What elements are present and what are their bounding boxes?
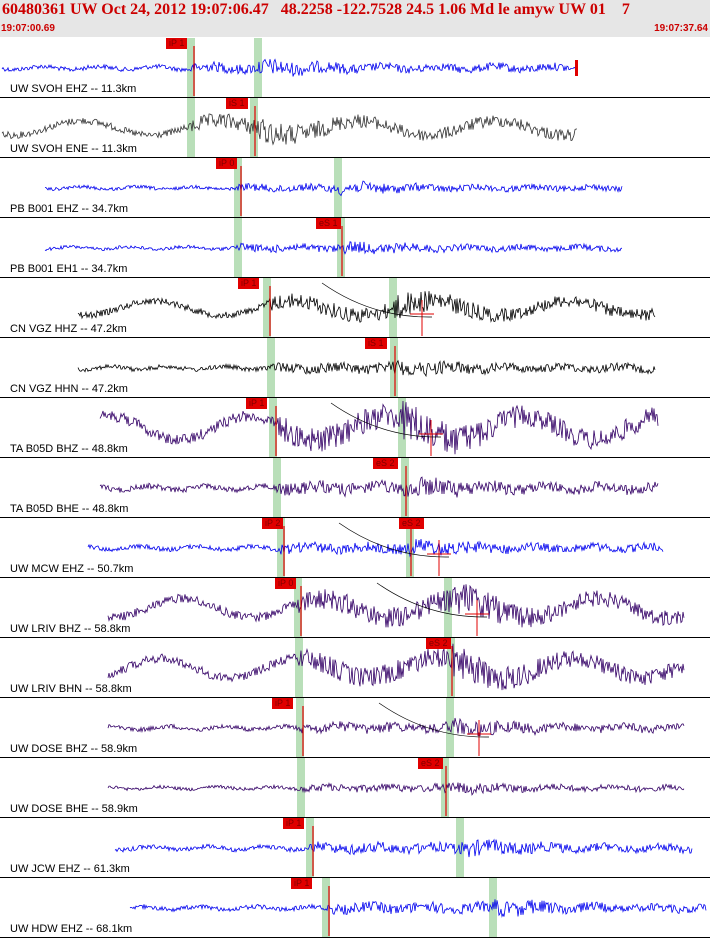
waveform-trace xyxy=(99,476,659,498)
trace-row[interactable] xyxy=(0,398,710,458)
waveform-trace xyxy=(107,717,685,737)
trace-row[interactable] xyxy=(0,278,710,338)
s-window-highlight xyxy=(401,458,409,518)
coda-decay-curve xyxy=(378,702,490,738)
trace-labels-layer: iP 1 UW SVOH EHZ -- 11.3km iS 1 UW SVOH ENE… xyxy=(0,38,710,938)
p-window-highlight xyxy=(322,878,330,938)
s-window-highlight xyxy=(337,218,345,278)
p-window-highlight xyxy=(269,398,277,458)
station-label: UW DOSE BHE -- 58.9km xyxy=(10,803,138,815)
s-window-highlight xyxy=(406,518,414,578)
coda-decay-curve xyxy=(321,282,433,318)
station-label: TA B05D BHZ -- 48.8km xyxy=(10,443,128,455)
s-window-highlight xyxy=(441,758,449,818)
s-window-highlight xyxy=(250,98,258,158)
s-window-highlight xyxy=(398,398,406,458)
s-window-highlight xyxy=(447,638,455,698)
pick-label[interactable]: iP 1 xyxy=(238,278,260,289)
pick-label[interactable]: iP 1 xyxy=(246,398,268,409)
p-window-highlight xyxy=(273,458,281,518)
pick-label[interactable]: eS 2 xyxy=(373,458,398,469)
trace-row[interactable] xyxy=(0,698,710,758)
s-window-highlight xyxy=(489,878,497,938)
pick-label[interactable]: iP 2 xyxy=(262,518,284,529)
station-label: UW LRIV BHN -- 58.8km xyxy=(10,683,132,695)
time-start-label: 19:07:00.69 xyxy=(1,23,55,34)
waveform-trace xyxy=(99,400,659,455)
event-title: 60480361 UW Oct 24, 2012 19:07:06.47 48.… xyxy=(2,1,630,18)
station-label: UW MCW EHZ -- 50.7km xyxy=(10,563,134,575)
trace-row[interactable] xyxy=(0,338,710,398)
pick-label[interactable]: iP 1 xyxy=(166,38,188,49)
station-label: PB B001 EHZ -- 34.7km xyxy=(10,203,128,215)
p-window-highlight xyxy=(187,38,195,98)
waveform-trace xyxy=(114,838,693,858)
p-window-highlight xyxy=(296,698,304,758)
trace-row[interactable] xyxy=(0,218,710,278)
s-window-highlight xyxy=(446,698,454,758)
trace-row[interactable] xyxy=(0,458,710,518)
coda-decay-curve xyxy=(330,402,442,438)
station-label: CN VGZ HHN -- 47.2km xyxy=(10,383,128,395)
waveform-trace xyxy=(107,643,685,691)
station-label: TA B05D BHE -- 48.8km xyxy=(10,503,129,515)
waveform-trace xyxy=(107,584,685,628)
seismogram-panel[interactable] xyxy=(0,38,710,938)
station-label: PB B001 EH1 -- 34.7km xyxy=(10,263,128,275)
p-window-highlight xyxy=(277,518,285,578)
station-label: UW DOSE BHZ -- 58.9km xyxy=(10,743,138,755)
waveform-trace xyxy=(77,291,656,323)
pick-label[interactable]: eS 1 xyxy=(316,218,341,229)
pick-label[interactable]: iP 1 xyxy=(283,818,305,829)
trace-row[interactable] xyxy=(0,158,710,218)
trace-row[interactable] xyxy=(0,98,710,158)
coda-decay-curve xyxy=(376,582,488,618)
trace-row[interactable] xyxy=(0,38,710,98)
trace-row[interactable] xyxy=(0,638,710,698)
waveform-trace xyxy=(1,58,578,77)
p-window-highlight xyxy=(187,98,195,158)
pick-label[interactable]: iP 1 xyxy=(291,878,313,889)
station-label: CN VGZ HHZ -- 47.2km xyxy=(10,323,127,335)
waveform-trace xyxy=(44,180,623,197)
pick-label[interactable]: iP 0 xyxy=(216,158,238,169)
coda-decay-curve xyxy=(338,522,450,558)
waveform-trace xyxy=(129,899,707,918)
trace-end-marker xyxy=(575,60,578,76)
waveform-trace xyxy=(77,359,656,378)
s-window-highlight xyxy=(444,578,452,638)
waveform-trace xyxy=(87,538,664,558)
p-window-highlight xyxy=(263,278,271,338)
pick-label[interactable]: iS 1 xyxy=(226,98,248,109)
pick-label[interactable]: iS 1 xyxy=(365,338,387,349)
waveform-trace xyxy=(107,782,685,796)
waveform-trace xyxy=(44,241,623,255)
p-window-highlight xyxy=(294,578,302,638)
pick-label[interactable]: eS 2 xyxy=(426,638,451,649)
p-window-highlight xyxy=(306,818,314,878)
s-window-highlight xyxy=(456,818,464,878)
trace-row[interactable] xyxy=(0,758,710,818)
time-end-label: 19:07:37.64 xyxy=(654,23,708,34)
station-label: UW JCW EHZ -- 61.3km xyxy=(10,863,130,875)
trace-row[interactable] xyxy=(0,518,710,578)
pick-label[interactable]: eS 2 xyxy=(418,758,443,769)
p-window-highlight xyxy=(295,638,303,698)
station-label: UW SVOH ENE -- 11.3km xyxy=(10,143,137,155)
station-label: UW HDW EHZ -- 68.1km xyxy=(10,923,133,935)
station-label: UW SVOH EHZ -- 11.3km xyxy=(10,83,137,95)
pick-label[interactable]: eS 2 xyxy=(399,518,424,529)
header-bar: 60480361 UW Oct 24, 2012 19:07:06.47 48.… xyxy=(0,0,710,37)
station-label: UW LRIV BHZ -- 58.8km xyxy=(10,623,131,635)
pick-label[interactable]: iP 1 xyxy=(272,698,294,709)
pick-label[interactable]: iP 0 xyxy=(275,578,297,589)
trace-row[interactable] xyxy=(0,818,710,878)
p-window-highlight xyxy=(267,338,275,398)
waveform-trace xyxy=(1,113,577,146)
trace-row[interactable] xyxy=(0,578,710,638)
